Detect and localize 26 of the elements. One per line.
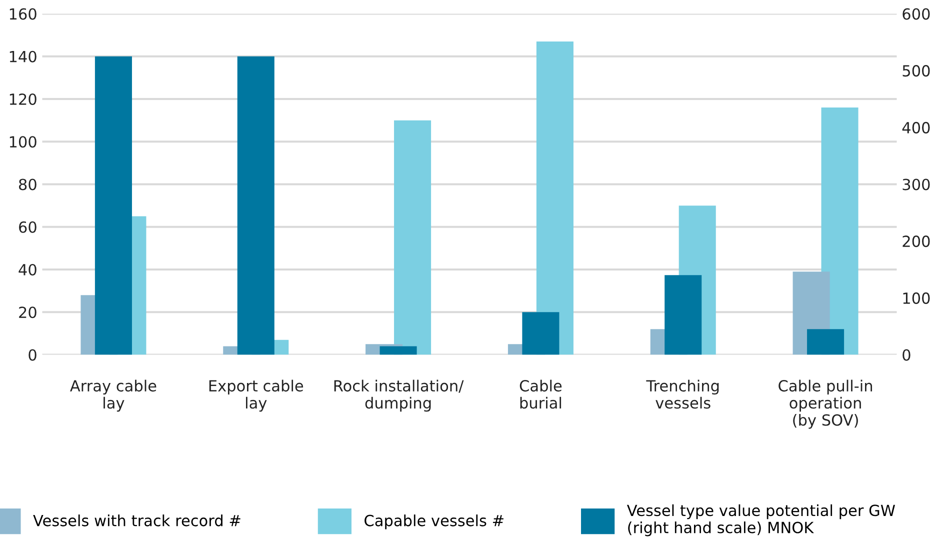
y2-tick-label: 400 — [902, 122, 930, 134]
y2-tick-label: 500 — [902, 65, 930, 77]
x-tick-label: Cable burial — [520, 380, 562, 409]
legend-label: Vessels with track record # — [33, 514, 240, 526]
legend-label: Vessel type value potential per GW (right hand scale) MNOK — [626, 504, 896, 536]
y-tick-label: 120 — [10, 93, 36, 106]
x-tick-label: Export cable lay — [209, 380, 304, 412]
y2-tick-label: 600 — [902, 8, 930, 20]
y-tick-label: 0 — [28, 349, 36, 361]
y-tick-label: 140 — [10, 50, 36, 62]
y-tick-label: 20 — [19, 306, 36, 318]
x-tick-label: Rock installation/ dumping — [334, 380, 464, 412]
y-tick-label: 60 — [19, 221, 36, 233]
y-tick-label: 160 — [10, 8, 36, 20]
y2-tick-label: 0 — [902, 349, 910, 361]
y-tick-label: 80 — [18, 178, 36, 190]
y2-tick-label: 200 — [902, 236, 930, 248]
bar — [807, 329, 844, 355]
x-tick-label: Trenching vessels — [646, 380, 719, 409]
y-tick-label: 100 — [10, 136, 36, 148]
y-tick-label: 40 — [18, 264, 36, 276]
legend-label: Capable vessels # — [364, 514, 504, 530]
x-tick-label: Cable pull-in operation (by SOV) — [778, 380, 872, 429]
y2-tick-label: 100 — [903, 292, 930, 304]
y2-tick-label: 300 — [902, 178, 930, 190]
x-tick-label: Array cable lay — [70, 380, 156, 412]
